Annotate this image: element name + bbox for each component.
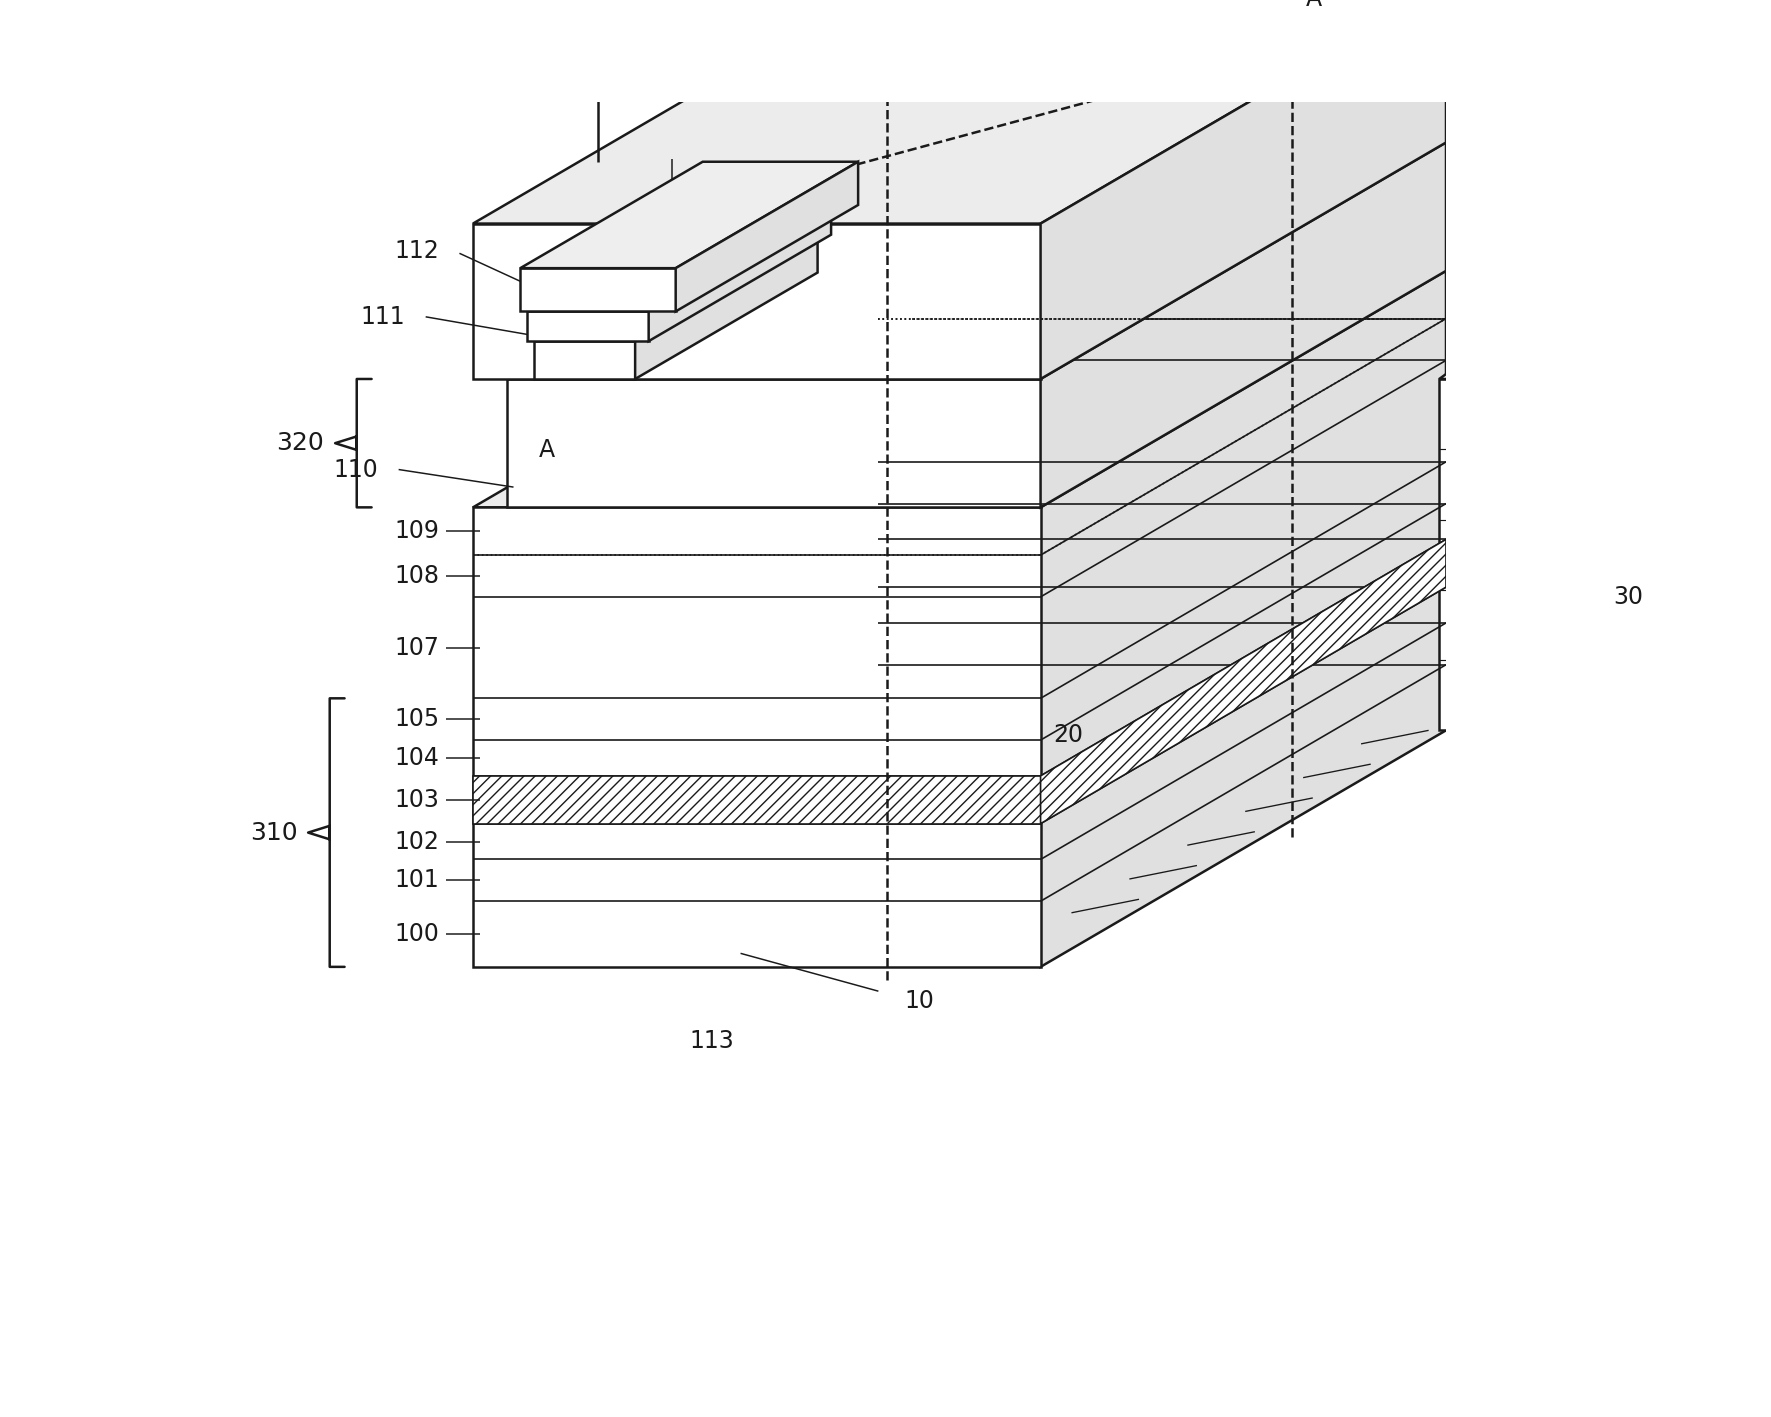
Text: 107: 107 (395, 636, 439, 659)
Polygon shape (507, 378, 1041, 507)
Text: 105: 105 (395, 707, 439, 731)
Polygon shape (473, 507, 1041, 966)
Polygon shape (677, 162, 859, 312)
Text: A': A' (1307, 0, 1328, 11)
Polygon shape (533, 235, 818, 341)
Text: 320: 320 (276, 431, 324, 455)
Polygon shape (528, 205, 831, 312)
Text: 113: 113 (689, 1029, 733, 1053)
Polygon shape (521, 268, 677, 312)
Text: 10: 10 (903, 989, 933, 1013)
Polygon shape (528, 312, 648, 341)
Text: 103: 103 (395, 788, 439, 812)
Polygon shape (1440, 324, 1743, 378)
Polygon shape (533, 341, 636, 378)
Polygon shape (1041, 0, 1445, 378)
Polygon shape (1041, 271, 1445, 966)
Text: 104: 104 (395, 745, 439, 769)
Text: 20: 20 (1054, 724, 1084, 747)
Text: 112: 112 (395, 238, 439, 262)
Polygon shape (1668, 324, 1743, 730)
Polygon shape (473, 271, 1445, 507)
Text: 30: 30 (1613, 585, 1643, 609)
Text: 114: 114 (650, 137, 694, 162)
Text: 310: 310 (250, 820, 298, 845)
Text: 111: 111 (361, 305, 406, 329)
Polygon shape (636, 235, 818, 378)
Polygon shape (473, 224, 1041, 378)
Polygon shape (521, 162, 859, 268)
Polygon shape (1440, 378, 1668, 730)
Polygon shape (473, 0, 1445, 224)
Polygon shape (507, 143, 1445, 378)
Polygon shape (1041, 540, 1445, 823)
Polygon shape (473, 777, 1041, 823)
Text: 108: 108 (395, 564, 439, 588)
Text: 102: 102 (395, 829, 439, 853)
Text: 110: 110 (333, 458, 379, 482)
Text: 109: 109 (395, 519, 439, 543)
Polygon shape (1041, 143, 1445, 507)
Polygon shape (648, 205, 831, 341)
Text: 100: 100 (395, 922, 439, 947)
Text: A: A (538, 438, 556, 462)
Text: 101: 101 (395, 869, 439, 893)
